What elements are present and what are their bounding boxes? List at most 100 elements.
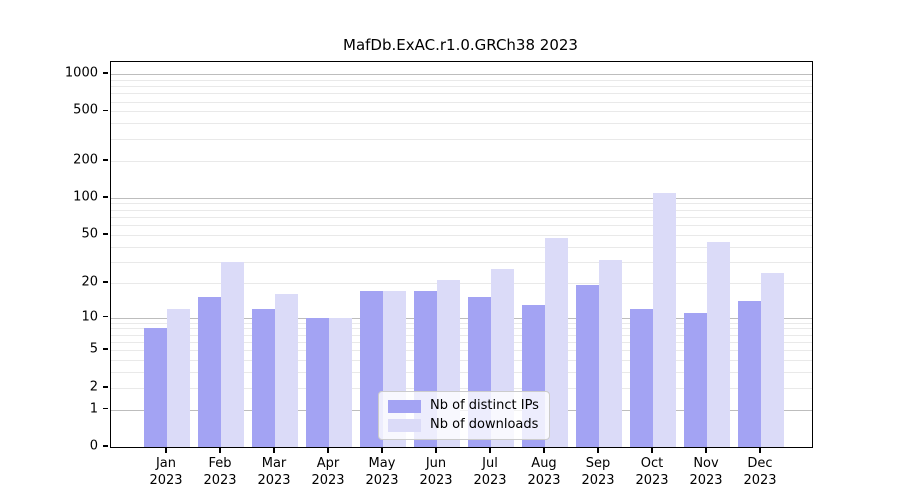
x-tick-label-oct: Oct 2023 bbox=[635, 456, 669, 488]
x-tick-label-jun: Jun 2023 bbox=[419, 456, 453, 488]
x-tick-mark bbox=[381, 448, 383, 453]
minor-gridline bbox=[111, 322, 812, 324]
x-tick-label-sep: Sep 2023 bbox=[581, 456, 615, 488]
legend-label: Nb of distinct IPs bbox=[430, 398, 539, 413]
plot-area bbox=[110, 61, 813, 448]
y-tick-mark bbox=[103, 280, 108, 283]
bar-downloads-aug bbox=[545, 238, 568, 447]
minor-gridline bbox=[111, 93, 812, 95]
bar-distinct-ips-dec bbox=[738, 300, 761, 447]
x-tick-label-aug: Aug 2023 bbox=[527, 456, 561, 488]
bar-downloads-oct bbox=[653, 192, 676, 447]
x-tick-mark bbox=[165, 448, 167, 453]
x-tick-label-jan: Jan 2023 bbox=[149, 456, 183, 488]
bar-distinct-ips-feb bbox=[198, 297, 221, 447]
minor-gridline bbox=[111, 160, 812, 162]
y-tick-mark bbox=[103, 445, 108, 447]
y-tick-mark bbox=[103, 348, 108, 351]
x-tick-label-apr: Apr 2023 bbox=[311, 456, 345, 488]
y-tick-label: 5 bbox=[89, 341, 98, 357]
x-tick-label-dec: Dec 2023 bbox=[743, 456, 777, 488]
bar-downloads-mar bbox=[275, 294, 298, 447]
bar-downloads-sep bbox=[599, 259, 622, 447]
y-tick-mark bbox=[103, 195, 108, 198]
minor-gridline bbox=[111, 101, 812, 103]
legend-item: Nb of downloads bbox=[388, 418, 539, 432]
x-tick-mark bbox=[219, 448, 221, 453]
minor-gridline bbox=[111, 138, 812, 140]
minor-gridline bbox=[111, 203, 812, 205]
x-tick-mark bbox=[651, 448, 653, 453]
minor-gridline bbox=[111, 79, 812, 81]
y-tick-mark bbox=[103, 72, 108, 74]
legend-swatch-icon bbox=[388, 399, 421, 413]
bar-distinct-ips-may bbox=[360, 290, 383, 447]
bar-downloads-feb bbox=[221, 261, 244, 447]
x-tick-mark bbox=[705, 448, 707, 453]
bar-distinct-ips-sep bbox=[576, 285, 599, 447]
minor-gridline bbox=[111, 328, 812, 330]
bar-distinct-ips-apr bbox=[306, 317, 329, 447]
x-tick-mark bbox=[759, 448, 761, 453]
x-tick-mark bbox=[489, 448, 491, 453]
major-gridline bbox=[111, 74, 812, 76]
x-tick-label-feb: Feb 2023 bbox=[203, 456, 237, 488]
x-tick-label-nov: Nov 2023 bbox=[689, 456, 723, 488]
y-tick-label: 500 bbox=[73, 102, 98, 118]
x-tick-label-mar: Mar 2023 bbox=[257, 456, 291, 488]
minor-gridline bbox=[111, 387, 812, 389]
bar-distinct-ips-nov bbox=[684, 312, 707, 447]
y-tick-mark bbox=[103, 385, 108, 388]
minor-gridline bbox=[111, 350, 812, 352]
major-gridline bbox=[111, 197, 812, 199]
minor-gridline bbox=[111, 209, 812, 211]
y-tick-mark bbox=[103, 232, 108, 235]
minor-gridline bbox=[111, 111, 812, 113]
minor-gridline bbox=[111, 360, 812, 362]
minor-gridline bbox=[111, 86, 812, 88]
y-tick-label: 100 bbox=[73, 189, 98, 205]
y-tick-label: 50 bbox=[81, 226, 98, 242]
bar-distinct-ips-oct bbox=[630, 308, 653, 447]
x-tick-mark bbox=[543, 448, 545, 453]
y-tick-mark bbox=[103, 109, 108, 112]
minor-gridline bbox=[111, 246, 812, 248]
x-tick-mark bbox=[273, 448, 275, 453]
y-tick-label: 200 bbox=[73, 152, 98, 168]
bar-distinct-ips-mar bbox=[252, 308, 275, 447]
y-tick-label: 20 bbox=[81, 274, 98, 290]
legend-label: Nb of downloads bbox=[430, 417, 539, 432]
minor-gridline bbox=[111, 341, 812, 343]
y-tick-mark bbox=[103, 407, 108, 410]
y-tick-mark bbox=[103, 158, 108, 161]
legend-swatch-icon bbox=[388, 418, 421, 432]
major-gridline bbox=[111, 317, 812, 319]
minor-gridline bbox=[111, 282, 812, 284]
bar-distinct-ips-jan bbox=[144, 328, 167, 447]
y-tick-label: 0 bbox=[89, 438, 98, 454]
minor-gridline bbox=[111, 216, 812, 218]
minor-gridline bbox=[111, 261, 812, 263]
y-tick-label: 2 bbox=[89, 379, 98, 395]
minor-gridline bbox=[111, 372, 812, 374]
x-tick-mark bbox=[435, 448, 437, 453]
legend-item: Nb of distinct IPs bbox=[388, 399, 539, 413]
y-tick-mark bbox=[103, 315, 108, 318]
y-tick-label: 1000 bbox=[64, 65, 98, 81]
x-tick-label-may: May 2023 bbox=[365, 456, 399, 488]
x-tick-mark bbox=[597, 448, 599, 453]
x-tick-mark bbox=[327, 448, 329, 453]
y-tick-label: 1 bbox=[89, 401, 98, 417]
y-tick-label: 10 bbox=[81, 309, 98, 325]
chart-title: MafDb.ExAC.r1.0.GRCh38 2023 bbox=[343, 36, 578, 54]
bar-downloads-nov bbox=[707, 241, 730, 447]
minor-gridline bbox=[111, 123, 812, 125]
minor-gridline bbox=[111, 225, 812, 227]
bar-downloads-dec bbox=[761, 273, 784, 447]
legend: Nb of distinct IPs Nb of downloads bbox=[378, 391, 550, 440]
minor-gridline bbox=[111, 234, 812, 236]
minor-gridline bbox=[111, 334, 812, 336]
bar-downloads-jan bbox=[167, 308, 190, 447]
x-tick-label-jul: Jul 2023 bbox=[473, 456, 507, 488]
